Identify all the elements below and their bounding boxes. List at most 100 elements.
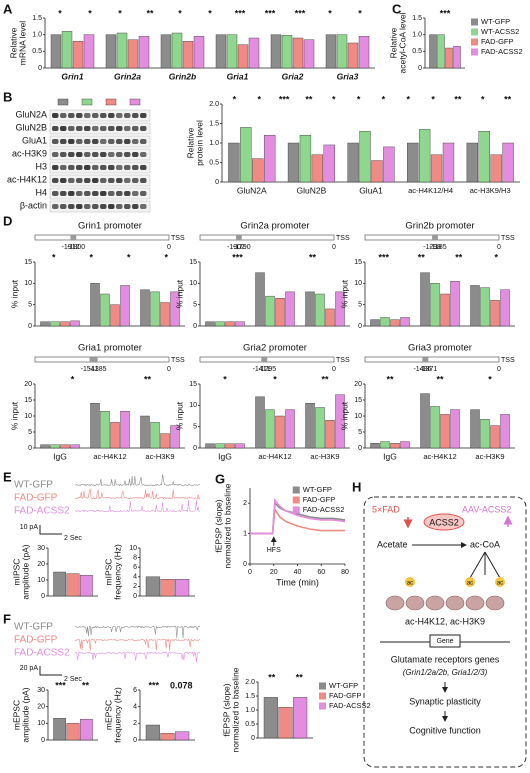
- virus-label: AAV-ACSS2: [462, 504, 511, 514]
- promoter-position: 0: [167, 366, 171, 373]
- bar: [270, 34, 282, 69]
- promoter-region: [89, 357, 98, 362]
- bar: [110, 304, 120, 327]
- significance: *: [257, 94, 261, 104]
- bar: [305, 291, 315, 327]
- genes-label: Glutamate receptors genes: [391, 654, 500, 664]
- blot-band: [132, 152, 139, 157]
- promoter-position: -1790: [233, 244, 251, 251]
- x-tick-label: Gria2: [282, 71, 304, 81]
- blot-band: [68, 191, 75, 196]
- promoter-position: -1486: [413, 366, 431, 373]
- y-axis-label: mIPSC: [103, 559, 113, 586]
- blot-band: [68, 113, 75, 118]
- blot-label: H3: [35, 161, 47, 171]
- bar: [430, 406, 440, 449]
- bar: [120, 411, 130, 449]
- annotation: HFS: [267, 547, 281, 554]
- x-tick-label: Gria1: [227, 71, 249, 81]
- x-tick-label: GluN2B: [297, 185, 327, 195]
- significance: **: [146, 8, 154, 18]
- bar: [285, 409, 295, 449]
- substrate-label: Acetate: [377, 539, 408, 549]
- y-tick-label: 0.5: [245, 721, 255, 728]
- y-tick-label: 15: [189, 381, 197, 388]
- legend-swatch: [471, 48, 478, 56]
- bar: [466, 142, 478, 183]
- gene-list: (Grin1/2a/2b, Gria1/2/3): [403, 668, 488, 677]
- chart-title: Gria2 promoter: [243, 343, 307, 354]
- mechanism-diagram: 5×FAD AAV-ACSS2 ACSS2 Acetate ac-CoA ac …: [363, 496, 527, 768]
- bar: [390, 443, 400, 449]
- y-axis-label: protein level: [194, 120, 204, 166]
- blot-band: [140, 165, 147, 170]
- bar: [292, 37, 304, 69]
- blot-band: [60, 113, 67, 118]
- promoter-line: [364, 234, 500, 241]
- x-tick-label: ac-H4K12: [93, 452, 126, 461]
- bar: [145, 724, 160, 741]
- promoter-position: -1295: [258, 366, 276, 373]
- legend-label: WT-GFP: [481, 17, 510, 26]
- blot-band: [108, 126, 115, 131]
- blot-band: [100, 165, 107, 170]
- significance: ***: [55, 680, 66, 690]
- y-tick-label: 10: [24, 413, 32, 420]
- y-tick-label: 30: [37, 545, 45, 552]
- y-tick-label: 1.5: [412, 15, 422, 22]
- y-tick-label: 10: [37, 720, 45, 727]
- significance: *: [382, 94, 386, 104]
- bar: [70, 444, 80, 449]
- x-tick-label: IgG: [53, 451, 67, 461]
- scale-label: 2 Sec: [64, 535, 82, 542]
- blot-band: [100, 191, 107, 196]
- bar: [83, 34, 95, 69]
- bar: [145, 576, 160, 597]
- y-tick-label: 0.5: [209, 159, 219, 166]
- blot-band: [68, 165, 75, 170]
- bar: [225, 321, 235, 327]
- panel-label: D: [3, 213, 12, 228]
- bar: [235, 321, 245, 327]
- acetyl-label: ac: [407, 581, 413, 587]
- promoter-line: [364, 356, 500, 363]
- y-tick-label: 0: [193, 445, 197, 452]
- y-tick-label: 0: [251, 735, 255, 742]
- significance: **: [268, 672, 276, 682]
- bar: [275, 415, 285, 449]
- blot-band: [68, 178, 75, 183]
- blot-band: [92, 178, 99, 183]
- bar: [293, 697, 308, 739]
- y-tick-label: 0: [358, 445, 362, 452]
- blot-band: [92, 152, 99, 157]
- current-trace: [74, 625, 201, 638]
- y-axis-label: % input: [174, 279, 184, 308]
- bar: [303, 39, 315, 69]
- blot-band: [76, 191, 83, 196]
- promoter-position: 0: [497, 244, 501, 251]
- bar: [347, 42, 359, 69]
- blot-band: [52, 165, 59, 170]
- promoter-position: -1385: [89, 366, 107, 373]
- y-axis-label: fEPSP (slope): [213, 499, 223, 552]
- y-tick-label: 1.0: [245, 707, 255, 714]
- x-tick-label: Grin1: [61, 71, 83, 81]
- y-tick-label: 1.5: [209, 120, 219, 127]
- y-tick-label: 1.0: [209, 140, 219, 147]
- legend-label: FAD-GFP: [329, 691, 362, 700]
- data-line: [250, 498, 346, 535]
- blot-band: [124, 165, 131, 170]
- y-axis-label: acetyl-CoA level: [397, 12, 407, 73]
- bar: [500, 289, 510, 327]
- bar: [287, 142, 300, 183]
- blot-band: [116, 178, 123, 183]
- y-tick-label: 15: [24, 259, 32, 266]
- blot-band: [100, 178, 107, 183]
- bar: [205, 443, 215, 449]
- enzyme-shape: [423, 513, 465, 531]
- promoter-position: -1371: [419, 366, 437, 373]
- y-axis-label: amplitude (pA): [20, 687, 30, 742]
- blot-band: [92, 113, 99, 118]
- significance: *: [127, 252, 131, 262]
- promoter-region: [70, 235, 77, 240]
